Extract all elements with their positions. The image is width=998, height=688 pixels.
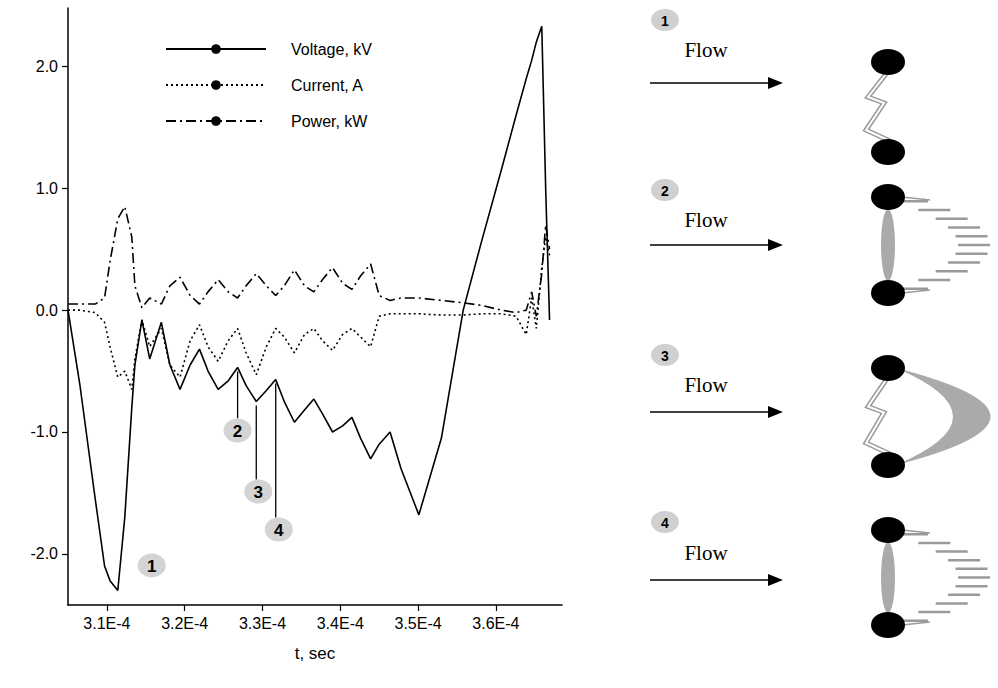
svg-text:0.0: 0.0 — [36, 302, 58, 319]
svg-text:Voltage, kV: Voltage, kV — [291, 41, 372, 58]
svg-text:3.6E-4: 3.6E-4 — [472, 615, 519, 632]
svg-text:1: 1 — [661, 13, 669, 29]
svg-text:Flow: Flow — [684, 38, 728, 62]
svg-text:Current, A: Current, A — [291, 77, 363, 94]
svg-text:3: 3 — [254, 483, 263, 502]
svg-text:2.0: 2.0 — [36, 58, 58, 75]
svg-text:3.1E-4: 3.1E-4 — [83, 615, 130, 632]
svg-text:3.4E-4: 3.4E-4 — [317, 615, 364, 632]
svg-text:1: 1 — [147, 557, 156, 576]
svg-text:Flow: Flow — [684, 373, 728, 397]
svg-text:-2.0: -2.0 — [30, 545, 58, 562]
svg-text:-1.0: -1.0 — [30, 423, 58, 440]
svg-text:3.2E-4: 3.2E-4 — [161, 615, 208, 632]
svg-text:3: 3 — [661, 348, 669, 364]
svg-text:t, sec: t, sec — [295, 644, 336, 663]
svg-text:Power, kW: Power, kW — [291, 113, 368, 130]
svg-text:2: 2 — [233, 422, 242, 441]
svg-text:3.3E-4: 3.3E-4 — [239, 615, 286, 632]
svg-text:1.0: 1.0 — [36, 180, 58, 197]
svg-text:4: 4 — [274, 521, 284, 540]
svg-text:4: 4 — [661, 515, 669, 531]
svg-text:Flow: Flow — [684, 541, 728, 565]
svg-text:3.5E-4: 3.5E-4 — [395, 615, 442, 632]
svg-text:2: 2 — [661, 183, 669, 199]
svg-text:Flow: Flow — [684, 208, 728, 232]
